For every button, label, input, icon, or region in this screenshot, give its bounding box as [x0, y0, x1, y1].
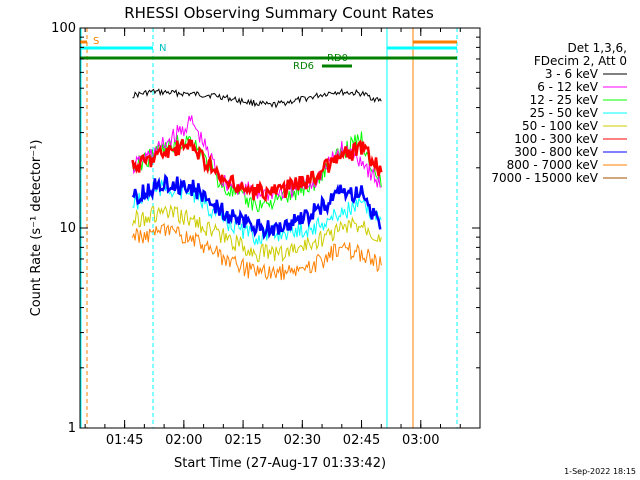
legend-label: 12 - 25 keV: [530, 93, 599, 107]
x-tick-label: 01:45: [106, 433, 143, 448]
x-ticks: 01:45 02:00 02:15 02:30 02:45 03:00: [84, 28, 481, 448]
x-tick-label: 02:30: [284, 433, 321, 448]
legend-label: 50 - 100 keV: [522, 119, 599, 133]
series-line: [132, 88, 382, 109]
x-tick-label: 02:15: [224, 433, 261, 448]
legend-label: 800 - 7000 keV: [507, 158, 599, 172]
series-line: [132, 179, 382, 246]
series-line: [132, 204, 382, 263]
footer-date: 1-Sep-2022 18:15: [564, 467, 636, 476]
legend-label: 25 - 50 keV: [530, 106, 599, 120]
annotation-rd0: RD0: [327, 53, 348, 64]
annotation-n: N: [159, 43, 166, 54]
y-axis-label: Count Rate (s⁻¹ detector⁻¹): [29, 140, 44, 317]
y-ticks: 1 10 100: [51, 21, 480, 436]
legend-label: 100 - 300 keV: [514, 132, 598, 146]
annotation-rd6: RD6: [293, 61, 314, 72]
y-tick-label: 100: [51, 21, 76, 36]
y-tick-label: 1: [68, 421, 76, 436]
legend-header-2: FDecim 2, Att 0: [534, 54, 627, 68]
y-tick-label: 10: [59, 221, 76, 236]
x-tick-label: 02:45: [343, 433, 380, 448]
x-tick-label: 02:00: [165, 433, 202, 448]
series-line: [132, 222, 382, 281]
legend-label: 300 - 800 keV: [514, 145, 598, 159]
legend-label: 7000 - 15000 keV: [491, 171, 598, 185]
series-line: [131, 138, 383, 203]
legend-header-1: Det 1,3,6,: [568, 41, 628, 55]
legend-label: 6 - 12 keV: [537, 80, 599, 94]
series-line: [132, 131, 382, 212]
series-line: [131, 173, 382, 241]
x-tick-label: 03:00: [402, 433, 439, 448]
chart-title: RHESSI Observing Summary Count Rates: [124, 4, 434, 22]
annotation-s: S: [93, 36, 99, 47]
legend-label: 3 - 6 keV: [545, 67, 599, 81]
x-axis-label: Start Time (27-Aug-17 01:33:42): [174, 456, 386, 471]
plot-marks: S N RD0 RD6: [80, 28, 458, 428]
